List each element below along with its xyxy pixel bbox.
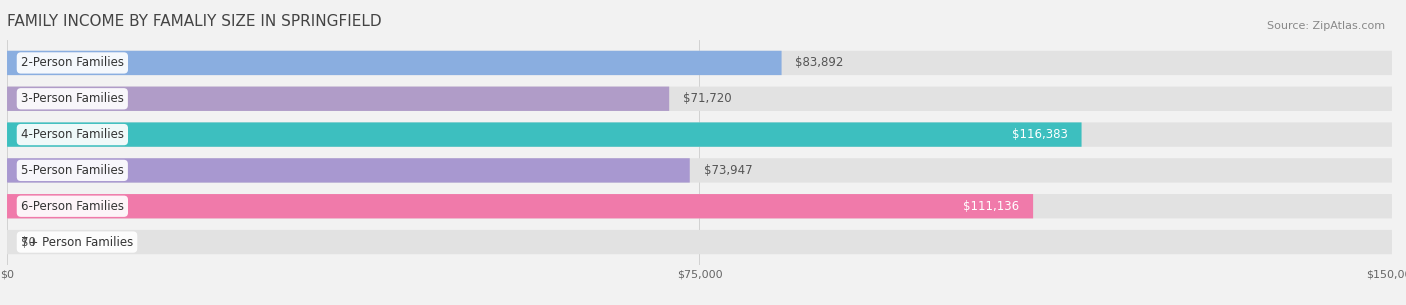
Text: 6-Person Families: 6-Person Families [21,200,124,213]
Text: 2-Person Families: 2-Person Families [21,56,124,70]
FancyBboxPatch shape [7,194,1033,218]
FancyBboxPatch shape [7,122,1392,147]
FancyBboxPatch shape [7,194,1392,218]
Text: Source: ZipAtlas.com: Source: ZipAtlas.com [1267,21,1385,31]
Text: $0: $0 [21,235,35,249]
Text: 4-Person Families: 4-Person Families [21,128,124,141]
Text: FAMILY INCOME BY FAMALIY SIZE IN SPRINGFIELD: FAMILY INCOME BY FAMALIY SIZE IN SPRINGF… [7,14,381,29]
Text: 7+ Person Families: 7+ Person Families [21,235,134,249]
FancyBboxPatch shape [7,158,1392,183]
Text: $83,892: $83,892 [796,56,844,70]
Text: $111,136: $111,136 [963,200,1019,213]
FancyBboxPatch shape [7,51,782,75]
FancyBboxPatch shape [7,122,1081,147]
FancyBboxPatch shape [7,87,1392,111]
FancyBboxPatch shape [7,87,669,111]
Text: $71,720: $71,720 [683,92,731,105]
FancyBboxPatch shape [7,230,1392,254]
Text: $73,947: $73,947 [703,164,752,177]
FancyBboxPatch shape [7,51,1392,75]
Text: $116,383: $116,383 [1012,128,1067,141]
Text: 3-Person Families: 3-Person Families [21,92,124,105]
FancyBboxPatch shape [7,158,690,183]
Text: 5-Person Families: 5-Person Families [21,164,124,177]
